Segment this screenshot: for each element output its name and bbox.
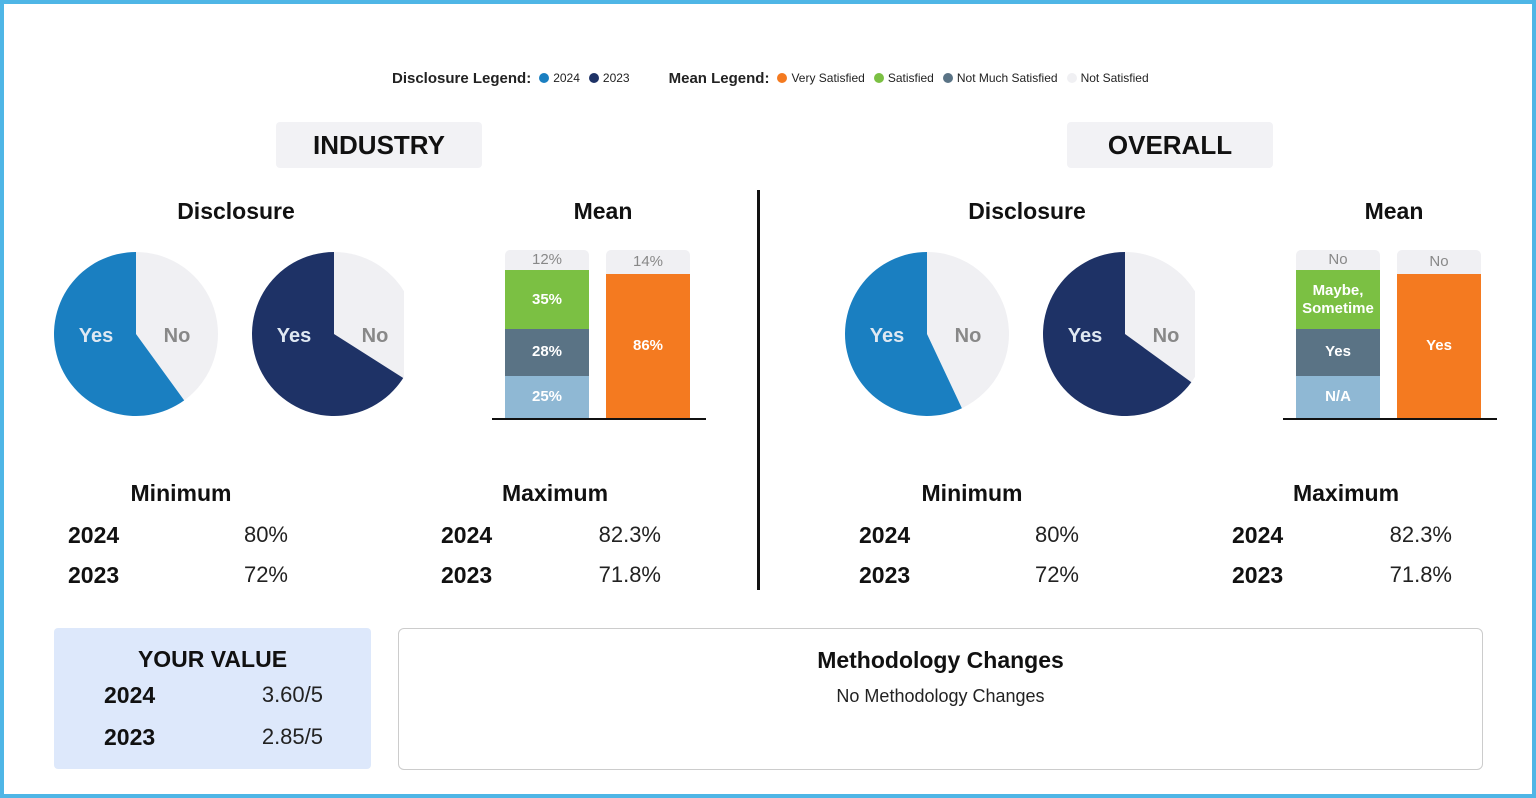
legend-swatch	[539, 73, 550, 83]
stacked-bar: 86% 14%	[606, 250, 690, 418]
stat-title: Minimum	[921, 480, 1023, 506]
pie-slice	[1043, 252, 1192, 416]
stat-value: 80%	[1034, 522, 1079, 547]
your-value-year: 2024	[104, 682, 156, 708]
stat-value: 72%	[243, 562, 288, 587]
bar-segment: 35%	[505, 270, 589, 329]
your-value-title: YOUR VALUE	[137, 646, 288, 672]
stat-year: 2023	[441, 562, 493, 588]
section-title: Disclosure	[968, 198, 1086, 224]
stat-value: 72%	[1034, 562, 1079, 587]
legend-label: Satisfied	[887, 71, 934, 85]
bar-segment: Yes	[1296, 328, 1380, 376]
panel-title: INDUSTRY	[276, 122, 482, 168]
stat-value: 80%	[243, 522, 288, 547]
bar-segment: 12%	[505, 250, 589, 271]
stat-value: 82.3%	[598, 522, 661, 547]
stat-value: 71.8%	[1389, 562, 1452, 587]
stat-year: 2023	[68, 562, 120, 588]
section-title: Mean	[573, 198, 633, 224]
stat-title: Maximum	[1292, 480, 1400, 506]
pie-label: Yes	[79, 325, 113, 347]
baseline	[492, 418, 706, 420]
legend-bar: Disclosure Legend: 2024 2023 Mean Legend:…	[392, 68, 1152, 88]
legend-items: 2024 2023	[539, 71, 638, 85]
legend-item: 2024	[539, 71, 580, 85]
stacked-bar: Yes No	[1397, 250, 1481, 418]
bar-segment: Maybe, Sometime	[1296, 270, 1380, 329]
stat-year: 2023	[859, 562, 911, 588]
pie-label: Yes	[1068, 325, 1102, 347]
section-title: Disclosure	[177, 198, 295, 224]
pie-label: No	[362, 325, 389, 347]
bar-segment: 14%	[606, 250, 690, 274]
bar-segment: No	[1296, 250, 1380, 271]
pie-slice	[1125, 252, 1195, 383]
legend-item: Not Much Satisfied	[942, 71, 1058, 85]
stat-title: Maximum	[501, 480, 609, 506]
stat-title: Minimum	[130, 480, 232, 506]
your-value-value: 3.60/5	[261, 682, 323, 707]
pie-group: Yes No Yes No	[845, 252, 1195, 416]
bar-segment: 86%	[606, 273, 690, 418]
stacked-bar: 25% 28% 35% 12%	[505, 250, 589, 418]
methodology-title: Methodology Changes	[817, 647, 1064, 673]
legend-label: Not Much Satisfied	[956, 71, 1058, 85]
legend-item: Satisfied	[873, 71, 934, 85]
stat-year: 2024	[441, 522, 493, 548]
your-value-box: YOUR VALUE	[54, 628, 371, 769]
pie-slice	[252, 252, 404, 416]
legend-label: 2024	[553, 71, 580, 85]
legend-swatch	[873, 73, 884, 83]
stat-year: 2024	[1232, 522, 1284, 548]
bar-segment: 28%	[505, 328, 589, 376]
legend-item: 2023	[588, 71, 630, 85]
pie-label: No	[955, 325, 982, 347]
legend-swatch	[777, 73, 788, 83]
baseline	[1283, 418, 1497, 420]
bar-segment: Yes	[1397, 273, 1481, 418]
methodology-text: No Methodology Changes	[836, 686, 1045, 706]
pie-slice	[927, 252, 1009, 409]
bar-segment: 25%	[505, 376, 589, 418]
legend-label: Not Satisfied	[1080, 71, 1149, 85]
pie-label: Yes	[277, 325, 311, 347]
your-value-value: 2.85/5	[261, 724, 323, 749]
legend-item: Not Satisfied	[1066, 71, 1149, 85]
stat-year: 2024	[859, 522, 911, 548]
legend-swatch	[1066, 73, 1077, 83]
legend-items: Very Satisfied Satisfied Not Much Satisfie…	[777, 71, 1157, 85]
bar-segment: N/A	[1296, 376, 1380, 418]
legend-title: Disclosure Legend:	[392, 69, 532, 87]
bar-segment: No	[1397, 250, 1481, 274]
your-value-year: 2023	[104, 724, 156, 750]
stat-value: 71.8%	[598, 562, 661, 587]
pie-slice	[136, 252, 218, 401]
legend-swatch	[942, 73, 953, 83]
stat-year: 2024	[68, 522, 120, 548]
divider	[757, 190, 760, 590]
legend-swatch	[588, 73, 599, 83]
pie-slice	[845, 252, 962, 416]
legend-item: Very Satisfied	[777, 71, 865, 85]
legend-label: 2023	[602, 71, 630, 85]
pie-group: Yes No Yes No	[53, 252, 404, 416]
pie-slice	[334, 252, 404, 378]
methodology-box: Methodology Changes No Methodology Chang…	[398, 628, 1483, 770]
stat-value: 82.3%	[1389, 522, 1452, 547]
stat-year: 2023	[1232, 562, 1284, 588]
legend-label: Very Satisfied	[791, 71, 865, 85]
legend-title: Mean Legend:	[668, 69, 770, 87]
stacked-bar: N/A Yes Maybe, Sometime No	[1296, 250, 1380, 418]
pie-label: No	[164, 325, 191, 347]
pie-slice	[53, 252, 185, 416]
panel-title: OVERALL	[1067, 122, 1273, 168]
pie-label: Yes	[870, 325, 904, 347]
section-title: Mean	[1364, 198, 1424, 224]
pie-label: No	[1153, 325, 1180, 347]
